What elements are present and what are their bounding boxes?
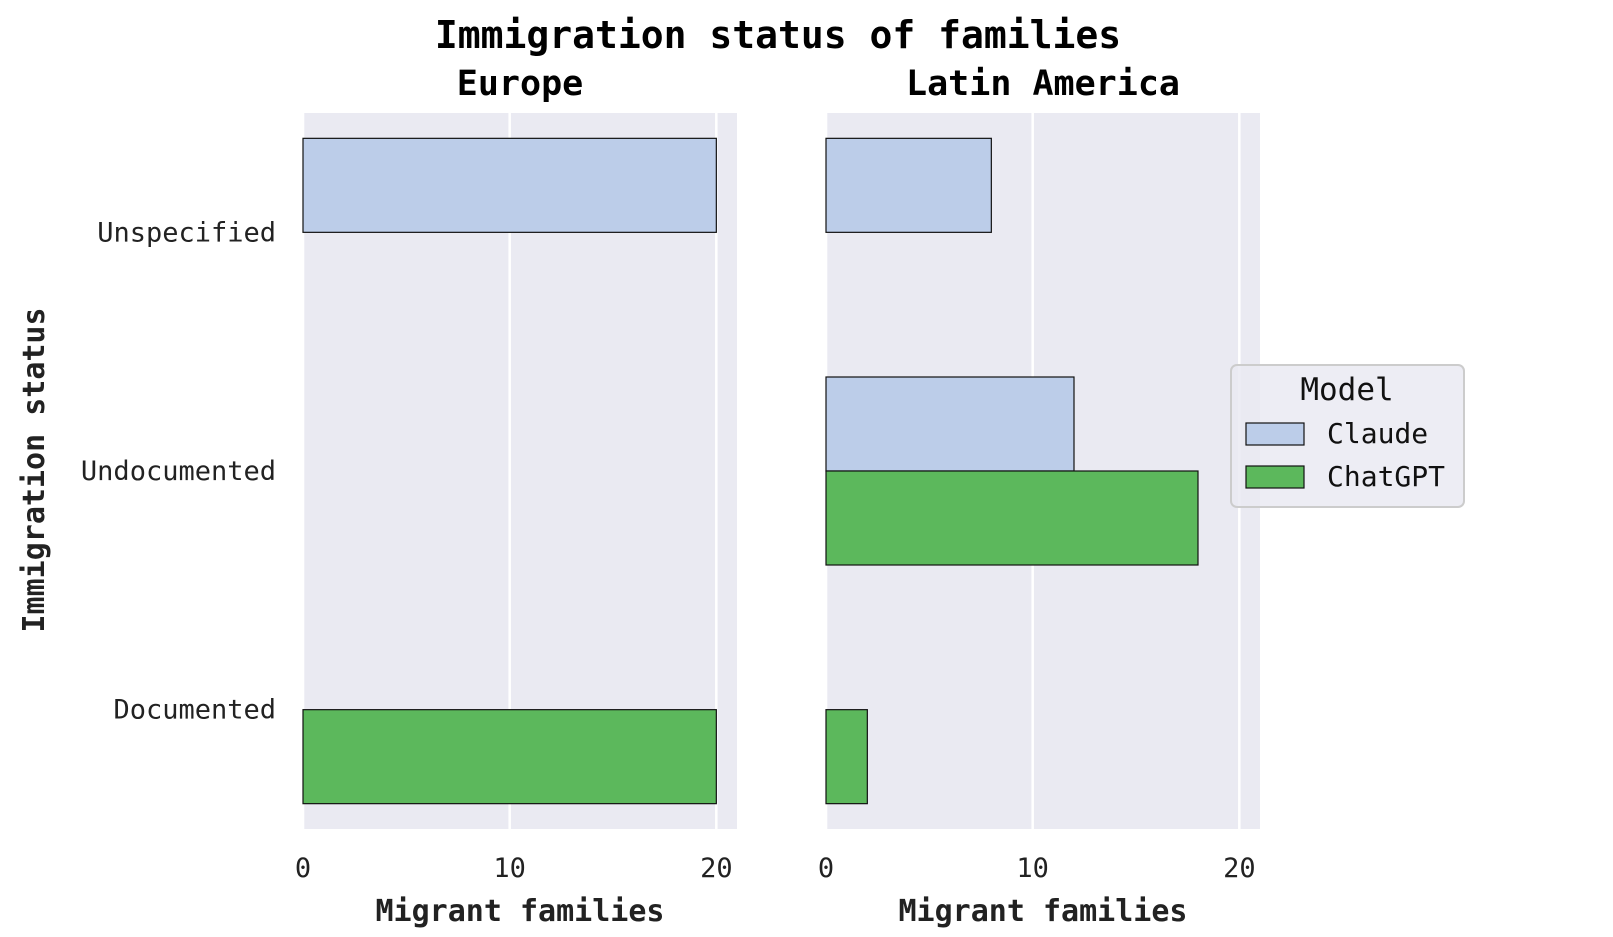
y-tick-undocumented: Undocumented	[81, 456, 276, 487]
bar-europe-unspecified-claude	[302, 137, 717, 233]
y-axis-label: Immigration status	[17, 307, 52, 632]
panel-europe: 0 10 20 Europe Migrant families	[295, 64, 737, 929]
x-tick-europe-20: 20	[700, 853, 733, 884]
panels: 0 10 20 Europe Migrant families 0 10 20 Latin Am…	[81, 64, 1260, 929]
x-tick-europe-10: 10	[493, 853, 526, 884]
bar-latin-america-undocumented-claude	[825, 376, 1075, 472]
panel-title-latin-america: Latin America	[906, 64, 1180, 104]
legend-label-claude: Claude	[1327, 417, 1428, 450]
x-axis-label-europe: Migrant families	[376, 894, 665, 929]
x-tick-latin-america-0: 0	[818, 853, 834, 884]
y-tick-unspecified: Unspecified	[97, 217, 276, 248]
bar-europe-documented-chatgpt	[302, 709, 717, 805]
legend: Model Claude ChatGPT	[1230, 364, 1465, 508]
x-tick-europe-0: 0	[295, 853, 311, 884]
panel-title-europe: Europe	[457, 64, 583, 104]
x-tick-latin-america-20: 20	[1223, 853, 1256, 884]
bar-latin-america-documented-chatgpt	[825, 709, 868, 805]
bar-latin-america-undocumented-chatgpt	[825, 470, 1199, 566]
chart-title: Immigration status of families	[435, 13, 1121, 57]
bar-latin-america-unspecified-claude	[825, 137, 992, 233]
x-axis-label-latin-america: Migrant families	[899, 894, 1188, 929]
legend-swatch-chatgpt	[1245, 465, 1305, 489]
legend-swatch-claude	[1245, 422, 1305, 446]
legend-title: Model	[1300, 372, 1393, 408]
x-tick-latin-america-10: 10	[1016, 853, 1049, 884]
legend-label-chatgpt: ChatGPT	[1327, 460, 1445, 493]
y-tick-documented: Documented	[113, 695, 276, 726]
panel-latin-america: 0 10 20 Latin America Migrant families	[818, 64, 1260, 929]
